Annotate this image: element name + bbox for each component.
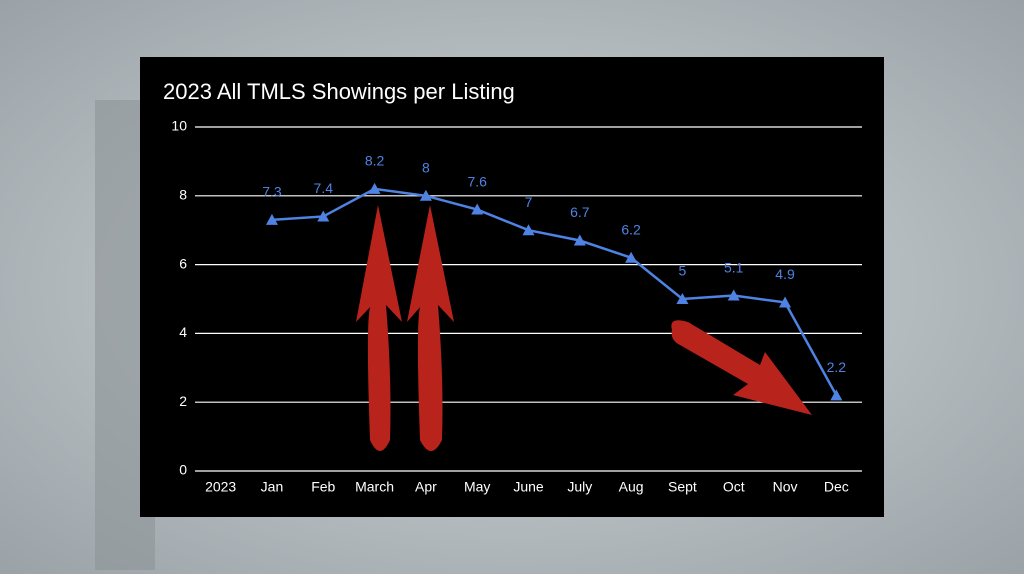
line (271, 187, 838, 396)
marker (573, 234, 586, 246)
x-tick-label: Feb (311, 479, 335, 495)
data-label: 7 (525, 194, 533, 210)
red-arrow-up (356, 205, 402, 451)
y-tick-label: 8 (179, 187, 187, 203)
data-label: 7.3 (262, 184, 282, 200)
x-tick-label: Jan (261, 479, 284, 495)
x-tick-label: June (513, 479, 544, 495)
marker (727, 289, 740, 301)
data-label: 7.6 (467, 173, 487, 189)
y-tick-label: 4 (179, 324, 187, 340)
data-label: 5.1 (724, 259, 744, 275)
red-arrow-down (671, 320, 812, 415)
marker (779, 296, 792, 308)
marker (265, 213, 278, 225)
marker (830, 389, 843, 401)
marker (317, 210, 330, 222)
data-label: 4.9 (775, 266, 795, 282)
data-label: 8 (422, 160, 430, 176)
data-label: 5 (679, 263, 687, 279)
red-arrow-up (407, 205, 454, 451)
marker (522, 224, 535, 236)
x-tick-label: Dec (824, 479, 849, 495)
y-tick-label: 10 (171, 118, 187, 134)
marker (625, 251, 638, 263)
x-tick-label: July (567, 479, 592, 495)
marker (676, 293, 689, 304)
chart-title: 2023 All TMLS Showings per Listing (163, 79, 515, 104)
annotation-arrows (356, 205, 812, 451)
x-tick-label: 2023 (205, 479, 236, 495)
marker (368, 182, 381, 194)
marker (419, 189, 432, 201)
x-tick-label: Nov (773, 479, 798, 495)
marker (471, 203, 484, 215)
y-tick-label: 6 (179, 255, 187, 271)
data-label: 6.7 (570, 204, 590, 220)
x-tick-label: March (355, 479, 394, 495)
data-label: 7.4 (314, 180, 334, 196)
x-tick-label: Apr (415, 479, 437, 495)
x-tick-label: May (464, 479, 490, 495)
data-label: 2.2 (827, 359, 847, 375)
chart-panel (140, 57, 884, 517)
y-tick-label: 0 (179, 462, 187, 478)
y-tick-label: 2 (179, 393, 187, 409)
x-tick-label: Aug (619, 479, 644, 495)
x-tick-label: Sept (668, 479, 697, 495)
data-label: 8.2 (365, 153, 385, 169)
data-label: 6.2 (621, 221, 641, 237)
x-tick-label: Oct (723, 479, 745, 495)
